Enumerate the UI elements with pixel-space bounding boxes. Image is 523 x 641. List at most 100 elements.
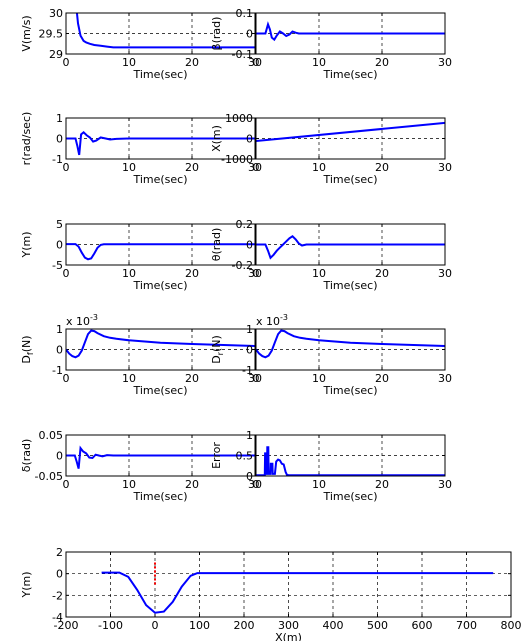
x-tick-label: 300: [278, 619, 299, 632]
y-axis-label: V(m/s): [20, 15, 33, 51]
y-tick-label: 0: [56, 450, 63, 463]
y-tick-label: 1: [246, 429, 253, 442]
x-axis-label: X(m): [275, 631, 302, 641]
x-axis-label: Time(sec): [322, 68, 377, 81]
y-tick-label: 29.5: [39, 28, 64, 41]
x-tick-label: 0: [63, 267, 70, 280]
x-tick-label: 100: [189, 619, 210, 632]
y-tick-label: 0.05: [39, 429, 64, 442]
x-tick-label: 30: [248, 478, 262, 491]
axes-frame: [65, 117, 256, 160]
axes-frame: [65, 328, 256, 371]
series-line-0: [66, 130, 255, 156]
x-tick-label: 20: [185, 372, 199, 385]
x-tick-label: 10: [122, 478, 136, 491]
x-tick-label: 0: [63, 372, 70, 385]
x-tick-label: 500: [367, 619, 388, 632]
x-tick-label: 0: [253, 56, 260, 69]
y-tick-label: 0: [246, 344, 253, 357]
y-tick-label: 0: [246, 133, 253, 146]
axes-frame: [65, 434, 256, 477]
axes-frame: [65, 223, 256, 266]
x-tick-label: 0: [253, 372, 260, 385]
y-tick-label: 0: [56, 568, 63, 581]
x-tick-label: 600: [412, 619, 433, 632]
x-tick-label: 0: [63, 161, 70, 174]
y-tick-label: -0.2: [232, 259, 253, 272]
series-line-0: [256, 21, 445, 42]
axes-frame: [65, 551, 512, 618]
x-axis-label: Time(sec): [132, 173, 187, 186]
y-axis-label: Df(N): [20, 335, 35, 363]
x-tick-label: 20: [185, 56, 199, 69]
y-tick-label: 1: [56, 323, 63, 336]
x-axis-label: Time(sec): [132, 279, 187, 292]
x-tick-label: -100: [98, 619, 123, 632]
series-line-0: [256, 235, 445, 260]
x-tick-label: 200: [234, 619, 255, 632]
y-axis-label: r(rad/sec): [20, 112, 33, 166]
x-axis-label: Time(sec): [322, 173, 377, 186]
y-tick-label: -1: [52, 364, 63, 377]
x-tick-label: 10: [312, 372, 326, 385]
y-axis-label: β(rad): [210, 17, 223, 51]
x-tick-label: 20: [185, 267, 199, 280]
x-tick-label: 20: [185, 161, 199, 174]
x-tick-label: 20: [375, 267, 389, 280]
x-axis-label: Time(sec): [132, 68, 187, 81]
x-tick-label: 30: [438, 56, 452, 69]
x-axis-label: Time(sec): [322, 384, 377, 397]
y-tick-label: 0: [56, 344, 63, 357]
series-line-0: [101, 571, 494, 614]
series-line-0: [66, 445, 255, 469]
y-axis-label: Dr(N): [210, 335, 225, 364]
y-tick-label: -0.1: [232, 48, 253, 61]
y-tick-label: 29: [49, 48, 63, 61]
y-tick-label: 5: [56, 218, 63, 231]
x-tick-label: 30: [438, 267, 452, 280]
y-tick-label: 1: [56, 112, 63, 125]
y-tick-label: -0.05: [35, 470, 63, 483]
x-tick-label: 10: [122, 267, 136, 280]
subplot-0: 0 10 20 30 29 29.5 30 Time(sec) V(m/s): [20, 7, 262, 81]
y-axis-label: θ(rad): [210, 228, 223, 262]
x-tick-label: 30: [438, 372, 452, 385]
x-tick-label: 0: [253, 267, 260, 280]
x-tick-label: 0: [253, 478, 260, 491]
x-tick-label: 30: [248, 56, 262, 69]
y-axis-label: δ(rad): [20, 439, 33, 473]
x-tick-label: 10: [312, 56, 326, 69]
x-tick-label: 20: [375, 56, 389, 69]
y-tick-label: -1000: [221, 153, 253, 166]
x-tick-label: 400: [323, 619, 344, 632]
x-tick-label: 10: [122, 372, 136, 385]
series-line-0: [256, 446, 445, 476]
y-tick-label: 2: [56, 546, 63, 559]
x-tick-label: 20: [375, 478, 389, 491]
x-tick-label: 10: [312, 161, 326, 174]
axis-multiplier: x 10-3: [256, 313, 288, 328]
x-tick-label: 20: [375, 161, 389, 174]
y-tick-label: 1: [246, 323, 253, 336]
x-tick-label: 30: [438, 161, 452, 174]
y-axis-label: Y(m): [20, 231, 33, 258]
x-axis-label: Time(sec): [132, 384, 187, 397]
series-line-0: [66, 243, 255, 261]
x-tick-label: 10: [312, 478, 326, 491]
y-tick-label: 0.2: [236, 218, 254, 231]
x-axis-label: Time(sec): [132, 490, 187, 503]
subplot-10: -200 -100 0 100 200 300 400 500 600 700 800 -4 -2 0 2 X…: [20, 546, 522, 641]
x-tick-label: 10: [122, 161, 136, 174]
y-tick-label: 30: [49, 7, 63, 20]
y-tick-label: 0: [56, 239, 63, 252]
x-tick-label: 0: [253, 161, 260, 174]
y-tick-label: -1: [242, 364, 253, 377]
x-tick-label: -200: [54, 619, 79, 632]
series-line-0: [75, 13, 255, 49]
axes-frame: [65, 12, 256, 55]
